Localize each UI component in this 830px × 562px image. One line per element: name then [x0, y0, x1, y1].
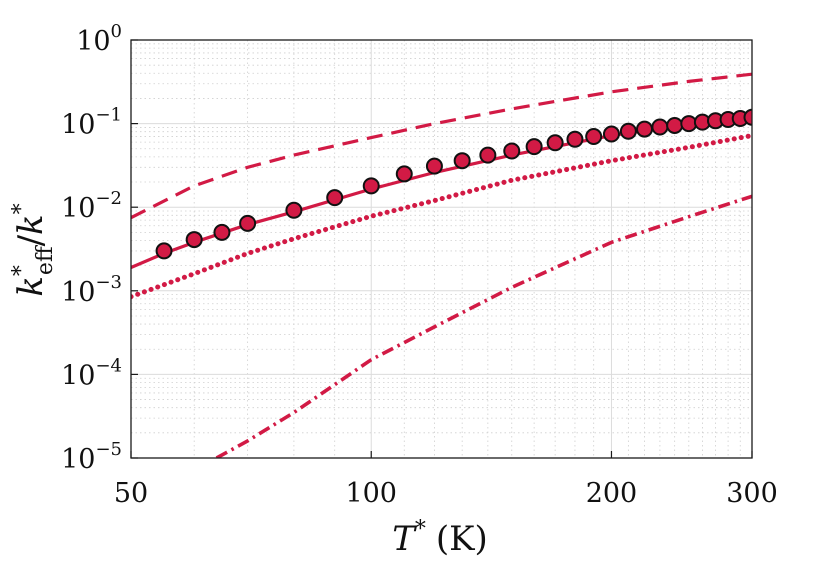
- plot-frame: [130, 39, 753, 459]
- x-tick-label: 300: [726, 478, 778, 509]
- y-tick-label: 10−3: [61, 272, 122, 308]
- x-axis-unit: (K): [436, 519, 488, 559]
- y-tick-label: 10−1: [61, 105, 122, 141]
- data-marker: [362, 177, 380, 195]
- data-marker: [636, 120, 654, 138]
- data-marker: [239, 214, 257, 232]
- data-marker: [326, 189, 344, 207]
- series-line-dotted: [131, 133, 752, 300]
- data-marker: [185, 231, 203, 249]
- x-axis-symbol: T: [392, 519, 417, 559]
- data-marker: [453, 152, 471, 170]
- y-axis-title: k*eff/k*: [9, 203, 58, 296]
- series-group: [131, 72, 752, 458]
- data-marker: [602, 125, 620, 143]
- y-tick-label: 10−4: [61, 355, 122, 391]
- data-marker: [619, 122, 637, 140]
- y-axis-k1: k: [11, 276, 51, 297]
- data-marker: [546, 134, 564, 152]
- x-axis-title: T* (K): [392, 517, 488, 559]
- data-marker: [651, 118, 669, 136]
- data-marker: [155, 242, 173, 260]
- x-tick-label: 100: [345, 478, 397, 509]
- grid: [130, 39, 753, 459]
- y-tick-label: 10−5: [61, 439, 122, 475]
- series-line-solid: [131, 115, 752, 269]
- y-axis-sub1: eff: [33, 245, 58, 275]
- data-marker: [213, 223, 231, 241]
- series-line-dashed: [131, 72, 752, 220]
- y-axis-k2: k: [11, 214, 51, 235]
- y-axis-sup2: *: [9, 203, 34, 214]
- data-marker: [503, 142, 521, 160]
- ticks: 50 100 200 300 100 10−1 10−2 10−3 10−4 10−5: [61, 21, 778, 509]
- data-marker: [285, 201, 303, 219]
- data-marker: [666, 116, 684, 134]
- data-marker: [525, 138, 543, 156]
- series-line-dash-dot: [215, 194, 752, 458]
- x-axis-symbol-sup: *: [415, 517, 426, 542]
- data-marker: [566, 130, 584, 148]
- y-axis-slash: /: [11, 234, 51, 246]
- data-marker: [425, 157, 443, 175]
- data-marker: [479, 146, 497, 164]
- data-marker: [743, 108, 752, 126]
- x-tick-label: 200: [586, 478, 638, 509]
- data-marker: [395, 165, 413, 183]
- y-tick-label: 10−2: [61, 188, 122, 224]
- y-tick-label: 100: [76, 21, 122, 57]
- x-tick-label: 50: [114, 478, 148, 509]
- data-marker: [585, 128, 603, 146]
- y-axis-sup1: *: [9, 265, 34, 276]
